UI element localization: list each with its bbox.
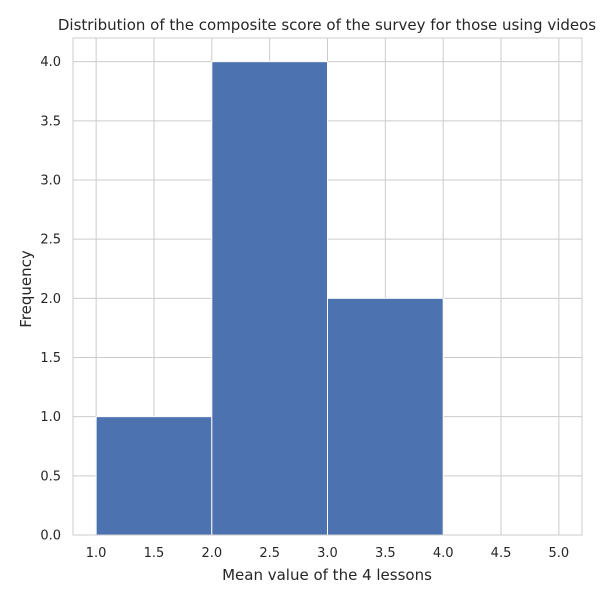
x-tick-label: 4.5 <box>491 546 512 561</box>
x-tick-label: 5.0 <box>549 546 570 561</box>
chart-title: Distribution of the composite score of t… <box>58 16 596 34</box>
y-tick-label: 3.0 <box>40 174 61 189</box>
histogram-bars <box>95 61 444 536</box>
x-tick-label: 2.0 <box>201 546 222 561</box>
x-tick-label: 4.0 <box>433 546 454 561</box>
histogram-bar <box>211 61 328 536</box>
y-tick-label: 2.0 <box>40 292 61 307</box>
y-tick-label: 3.5 <box>40 114 61 129</box>
y-tick-label: 2.5 <box>40 233 61 248</box>
x-tick-label: 1.0 <box>86 546 107 561</box>
y-tick-label: 0.0 <box>40 529 61 544</box>
x-tick-label: 3.0 <box>317 546 338 561</box>
plot-frame <box>72 37 583 536</box>
x-tick-label: 3.5 <box>375 546 396 561</box>
y-tick-labels: 0.0 0.5 1.0 1.5 2.0 2.5 3.0 3.5 4.0 <box>40 55 61 543</box>
x-axis-label: Mean value of the 4 lessons <box>222 566 432 584</box>
x-tick-label: 2.5 <box>259 546 280 561</box>
y-tick-label: 1.0 <box>40 410 61 425</box>
y-tick-label: 1.5 <box>40 351 61 366</box>
histogram-bar <box>95 416 213 536</box>
x-tick-labels: 1.0 1.5 2.0 2.5 3.0 3.5 4.0 4.5 5.0 <box>86 546 569 561</box>
y-axis-label: Frequency <box>17 250 35 328</box>
x-tick-label: 1.5 <box>144 546 165 561</box>
y-tick-label: 0.5 <box>40 469 61 484</box>
histogram-bar <box>327 297 444 536</box>
y-tick-label: 4.0 <box>40 55 61 70</box>
